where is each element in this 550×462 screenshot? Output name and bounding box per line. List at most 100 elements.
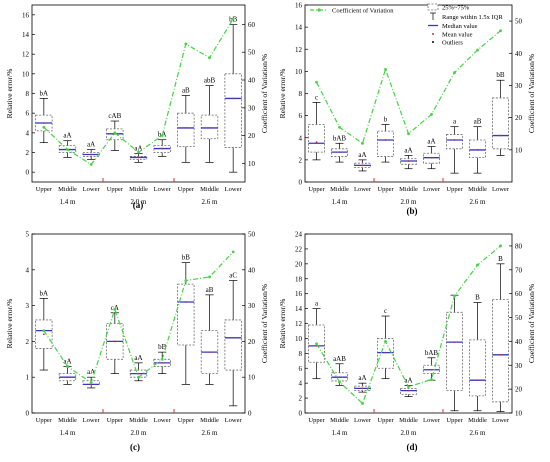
y2-axis-label: Coefficient of Variation/% [527,54,536,133]
mean-marker [137,156,140,159]
box-plot: aA [58,357,77,385]
iqr-box [224,73,242,148]
significance-label: aA [63,357,71,365]
y2-axis-label: Coefficient of Variation/% [260,284,269,363]
significance-label: aA [87,141,95,149]
cv-point [42,329,46,333]
y-tick-label: 1 [26,374,30,382]
x-tick-label: Middle [200,417,219,424]
mean-marker [338,151,341,154]
y-tick-label: 0 [299,410,303,418]
y-tick-label: 14 [22,31,30,39]
box-plot: aB [469,118,486,174]
x-tick-label: Lower [154,417,172,424]
iqr-box [446,134,463,150]
mean-marker [430,368,433,371]
mean-marker [208,351,211,354]
panel-label: (a) [133,200,144,210]
box-plot: bAB [423,349,440,381]
significance-label: aA [134,354,142,362]
mean-marker [361,164,364,167]
cv-point [137,150,140,154]
significance-label: bB [158,343,167,351]
y2-tick-label: 50 [515,314,523,322]
y2-tick-label: 20 [515,114,523,122]
y2-tick-label: 20 [248,132,256,140]
cv-point [160,357,164,361]
cv-point [361,402,364,405]
mean-marker [113,340,116,343]
box-plot: abB [200,77,219,163]
cv-point [184,279,188,282]
cv-point [384,340,387,343]
mean-marker [384,139,387,141]
chart-panel: 0 2 4 6 8 10 12 14 16 10 20 30 40 50 Relative error/% C… [278,2,536,217]
x-tick-label: Middle [129,186,148,193]
cv-point [338,125,341,129]
iqr-box [200,114,219,140]
y2-tick-label: 20 [515,386,523,394]
y2-tick-label: 30 [515,82,523,90]
y-tick-label: 24 [295,231,303,239]
y2-tick-label: 30 [515,362,523,370]
y2-tick-label: 10 [515,146,523,154]
mean-marker [90,383,93,386]
y-tick-label: 12 [295,320,303,328]
y-tick-label: 8 [299,350,303,358]
iqr-box [446,311,463,392]
y-tick-label: 14 [295,305,303,313]
significance-label: aA [427,138,435,146]
x-tick-label: Middle [129,417,148,424]
mean-marker [232,97,235,100]
mean-marker [407,389,410,392]
y-tick-label: 4 [299,380,303,388]
iqr-box [224,319,242,371]
y-tick-label: 0 [26,410,30,418]
cv-point [430,378,433,381]
significance-label: c [384,307,387,315]
x-tick-label: Lower [354,186,372,193]
mean-marker [430,156,433,159]
group-label: 2.0 m [131,429,148,437]
y2-tick-label: 40 [515,50,523,58]
legend-cv-label: Coefficient of Variation [332,8,394,15]
cv-point [453,294,456,298]
box-plot: bA [35,89,53,144]
cv-point [66,148,69,151]
y-tick-label: 6 [299,365,303,373]
mean-marker [499,134,502,137]
y-tick-label: 12 [22,51,30,59]
box-plot: bB [177,254,195,385]
x-tick-label: Middle [330,186,349,193]
box-plot: bB [492,71,509,156]
box-plot: cAB [106,112,124,151]
box-plot: a [446,118,463,174]
cv-point [208,275,211,279]
x-tick-label: Upper [107,417,124,424]
cv-point [407,385,410,389]
y-tick-label: 20 [295,260,303,268]
cv-point [430,113,433,116]
significance-label: bB [182,254,191,262]
y-tick-label: 10 [22,70,30,78]
iqr-box [492,299,509,403]
y2-tick-label: 10 [248,160,256,168]
y2-tick-label: 40 [248,77,256,85]
y-tick-label: 8 [299,90,303,98]
chart-panel: 0 2 4 6 8 10 12 14 16 10 20 30 40 50 60 Relative error/… [5,4,269,210]
x-tick-label: Middle [399,417,418,424]
significance-label: cAB [108,112,121,120]
box-plot: b [377,115,394,163]
y-tick-label: 2 [299,156,303,164]
group-label: 2.6 m [470,198,487,206]
mean-marker [338,376,341,379]
significance-label: aA [134,144,142,152]
box-plot: aB [200,286,219,385]
mean-marker [384,351,387,354]
y2-tick-label: 10 [515,410,523,418]
y-tick-label: 3 [26,302,30,310]
cv-point [137,375,140,379]
x-tick-label: Upper [36,417,53,424]
y2-tick-label: 40 [515,338,523,346]
